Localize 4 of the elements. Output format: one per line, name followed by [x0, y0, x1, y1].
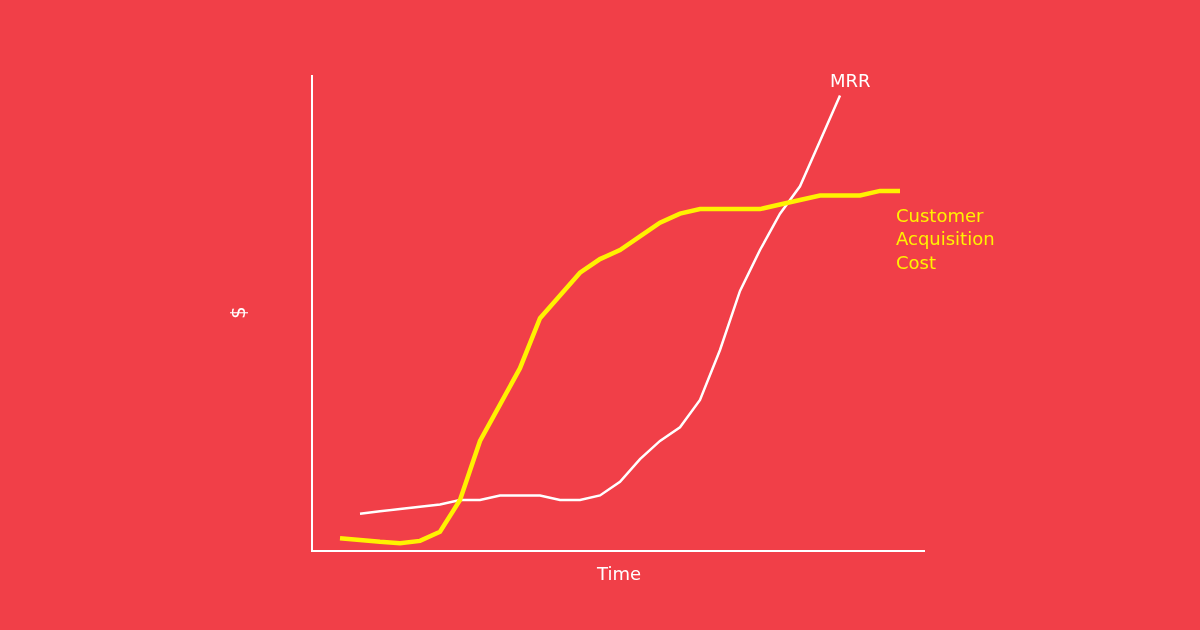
x-axis-title: Time — [595, 563, 642, 584]
y-axis-title: $ — [226, 306, 250, 319]
series-label: MRR — [830, 70, 871, 91]
series-label: Customer Acquisition Cost — [896, 205, 995, 273]
